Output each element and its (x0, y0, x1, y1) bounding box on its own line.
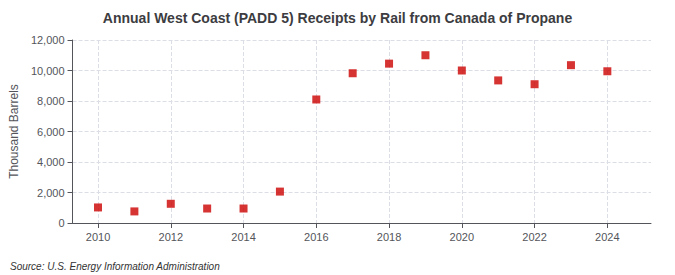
svg-text:2024: 2024 (595, 231, 619, 243)
svg-text:2022: 2022 (522, 231, 546, 243)
svg-text:2010: 2010 (86, 231, 110, 243)
svg-text:2012: 2012 (159, 231, 183, 243)
svg-text:2018: 2018 (377, 231, 401, 243)
svg-text:Thousand Barrels: Thousand Barrels (7, 84, 21, 179)
svg-text:4,000: 4,000 (37, 156, 65, 168)
svg-text:12,000: 12,000 (31, 34, 65, 46)
svg-text:2020: 2020 (450, 231, 474, 243)
svg-text:Annual West Coast (PADD 5) Rec: Annual West Coast (PADD 5) Receipts by R… (103, 10, 573, 26)
svg-text:10,000: 10,000 (31, 65, 65, 77)
svg-text:2016: 2016 (304, 231, 328, 243)
svg-text:2,000: 2,000 (37, 187, 65, 199)
svg-text:0: 0 (58, 217, 64, 229)
svg-text:8,000: 8,000 (37, 95, 65, 107)
svg-text:Source: U.S. Energy Informatio: Source: U.S. Energy Information Administ… (10, 261, 220, 272)
svg-text:6,000: 6,000 (37, 126, 65, 138)
svg-text:2014: 2014 (231, 231, 255, 243)
